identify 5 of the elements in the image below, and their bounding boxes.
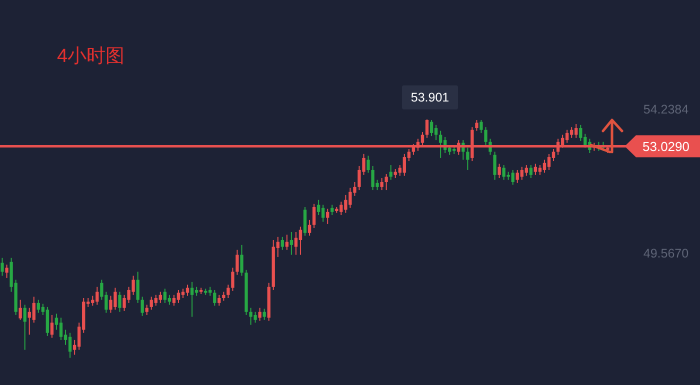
annotation: 53.901 xyxy=(410,90,450,105)
y-tick-label: 54.2384 xyxy=(643,102,689,116)
text: 4小时图 xyxy=(57,46,125,67)
ref-line-label: 53.0290 xyxy=(642,138,690,154)
y-tick-label: 49.5670 xyxy=(643,246,689,260)
